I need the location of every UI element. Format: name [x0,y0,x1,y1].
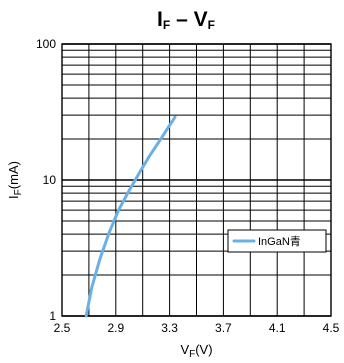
tick-labels: 2.5 2.9 3.3 3.7 4.1 4.5 1 10 100 [36,37,340,335]
y-axis-label: IF(mA) [6,161,24,199]
y-tick-label: 1 [49,309,56,323]
x-axis-label: VF(V) [180,342,212,360]
series-line [84,115,177,318]
x-tick-label: 4.1 [269,321,286,335]
chart-title: IF – VF [157,8,215,32]
y-tick-label: 10 [43,173,57,187]
legend-label: InGaN青 [258,235,301,248]
series-layer [84,115,177,318]
x-tick-label: 3.7 [215,321,232,335]
plot-frame [61,43,332,317]
legend-box [227,229,327,253]
y-tick-label: 100 [36,37,56,51]
x-tick-label: 2.9 [107,321,124,335]
x-tick-label: 3.3 [161,321,178,335]
x-tick-label: 2.5 [54,321,71,335]
legend: InGaN青 [227,229,327,253]
x-tick-label: 4.5 [323,321,340,335]
grid-lines [62,43,331,317]
